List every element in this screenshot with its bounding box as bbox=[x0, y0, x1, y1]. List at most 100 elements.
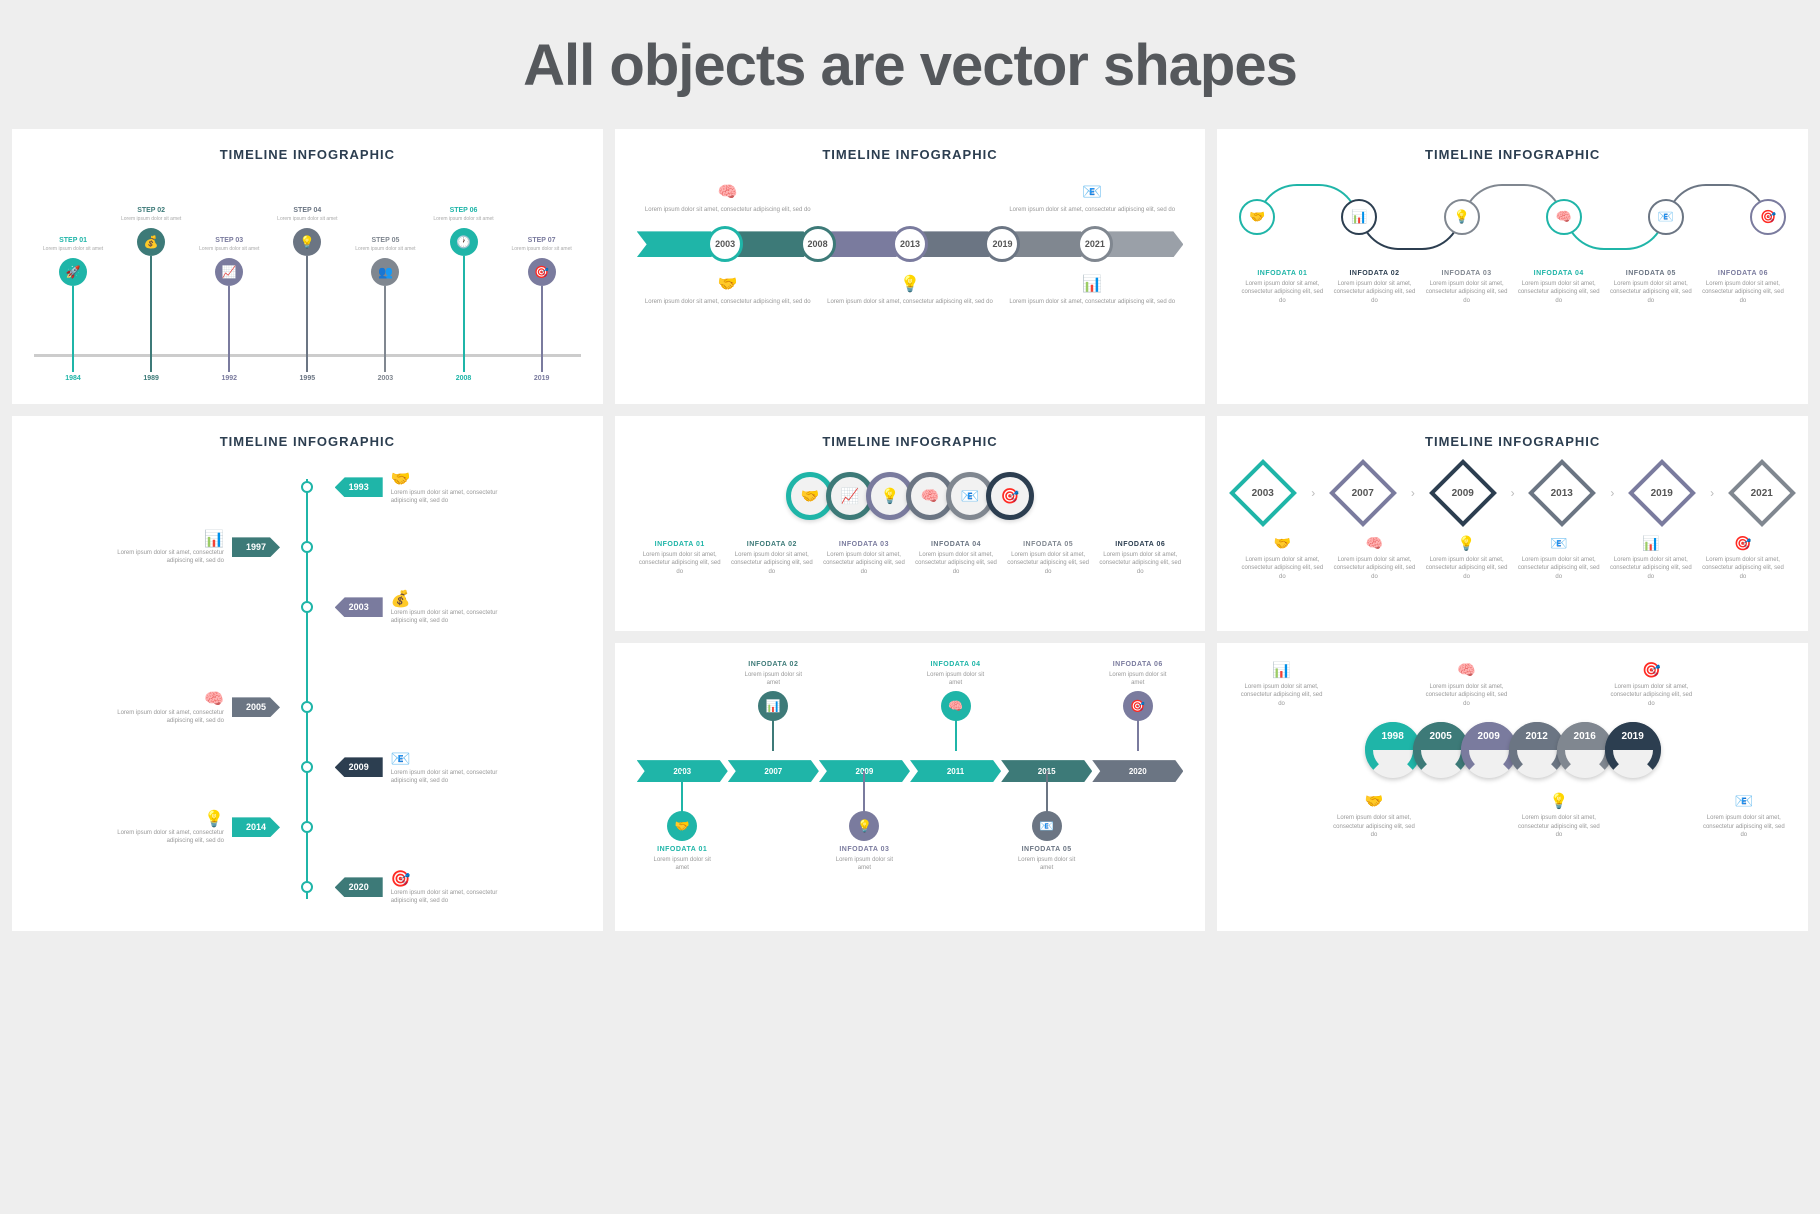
pin-icon: 💡 bbox=[293, 228, 321, 256]
info-text: Lorem ipsum dolor sit amet, consectetur … bbox=[1097, 551, 1183, 576]
info-label: INFODATA 02 bbox=[1331, 270, 1417, 277]
branch-desc: Lorem ipsum dolor sit amet bbox=[1108, 671, 1168, 688]
branch-desc: Lorem ipsum dolor sit amet bbox=[743, 671, 803, 688]
step-desc: Lorem ipsum dolor sit amet bbox=[433, 216, 493, 222]
branch-desc: Lorem ipsum dolor sit amet bbox=[1017, 856, 1077, 873]
step-desc: Lorem ipsum dolor sit amet bbox=[199, 246, 259, 252]
card-title: TIMELINE INFOGRAPHIC bbox=[1239, 147, 1786, 162]
diamond-year: 2003 bbox=[1252, 488, 1274, 499]
timeline-node bbox=[301, 701, 313, 713]
row-text: Lorem ipsum dolor sit amet, consectetur … bbox=[391, 609, 511, 626]
info-text: Lorem ipsum dolor sit amet, consectetur … bbox=[1700, 280, 1786, 305]
year-label: 1989 bbox=[143, 375, 159, 382]
pin-stem bbox=[306, 256, 308, 372]
pin-stem bbox=[384, 286, 386, 372]
card-grid: TIMELINE INFOGRAPHIC STEP 01 Lorem ipsum… bbox=[12, 129, 1808, 931]
row-text: Lorem ipsum dolor sit amet, consectetur … bbox=[391, 489, 511, 506]
bottom-info: 💡Lorem ipsum dolor sit amet, consectetur… bbox=[1517, 792, 1601, 839]
chevron-icon: › bbox=[1610, 486, 1614, 500]
vertical-row: 📊Lorem ipsum dolor sit amet, consectetur… bbox=[34, 529, 581, 566]
step-desc: Lorem ipsum dolor sit amet bbox=[121, 216, 181, 222]
branch-item: 📧 INFODATA 05 Lorem ipsum dolor sit amet bbox=[1001, 661, 1092, 881]
info-block: INFODATA 06Lorem ipsum dolor sit amet, c… bbox=[1700, 270, 1786, 305]
info-cell bbox=[819, 182, 1001, 214]
info-block: INFODATA 01 Lorem ipsum dolor sit amet, c… bbox=[1239, 270, 1325, 305]
step-label: STEP 01 bbox=[59, 237, 87, 244]
step-label: STEP 06 bbox=[450, 207, 478, 214]
info-text: Lorem ipsum dolor sit amet, consectetur … bbox=[1608, 556, 1694, 581]
bottom-info: 🤝Lorem ipsum dolor sit amet, consectetur… bbox=[1332, 792, 1416, 839]
pin-stem bbox=[150, 256, 152, 372]
branch-label: INFODATA 05 bbox=[1017, 846, 1077, 853]
bottom-info bbox=[1424, 792, 1508, 839]
timeline-node bbox=[301, 541, 313, 553]
branch-circle: 📊 bbox=[758, 691, 788, 721]
pin-stem bbox=[228, 286, 230, 372]
info-cell: 🧠Lorem ipsum dolor sit amet, consectetur… bbox=[637, 182, 819, 214]
info-text: Lorem ipsum dolor sit amet, consectetur … bbox=[1609, 683, 1693, 708]
row-text: Lorem ipsum dolor sit amet, consectetur … bbox=[104, 709, 224, 726]
info-text: Lorem ipsum dolor sit amet, consectetur … bbox=[1424, 683, 1508, 708]
year-tag: 1997 bbox=[232, 537, 280, 557]
info-block: INFODATA 05 Lorem ipsum dolor sit amet, c… bbox=[1608, 270, 1694, 305]
wave-circle: 💡 bbox=[1444, 199, 1480, 235]
diamond-year: 2009 bbox=[1452, 488, 1474, 499]
info-block: 🤝Lorem ipsum dolor sit amet, consectetur… bbox=[1239, 535, 1325, 581]
row-icon: 💡 bbox=[104, 809, 224, 829]
info-label: INFODATA 05 bbox=[1005, 541, 1091, 548]
ribbon-circle: 🎯 bbox=[986, 472, 1034, 520]
info-block: 💡Lorem ipsum dolor sit amet, consectetur… bbox=[1424, 535, 1510, 581]
diamond: 2007 bbox=[1329, 459, 1397, 527]
step-desc: Lorem ipsum dolor sit amet bbox=[43, 246, 103, 252]
info-icon: 💡 bbox=[1424, 535, 1510, 552]
info-text: Lorem ipsum dolor sit amet, consectetur … bbox=[1331, 280, 1417, 305]
card-5-ribbon: TIMELINE INFOGRAPHIC 🤝📈💡🧠📧🎯 INFODATA 01L… bbox=[615, 416, 1206, 631]
info-block: INFODATA 04Lorem ipsum dolor sit amet, c… bbox=[1516, 270, 1602, 305]
info-icon: 📊 bbox=[1239, 661, 1323, 679]
info-cell: 💡Lorem ipsum dolor sit amet, consectetur… bbox=[819, 274, 1001, 306]
info-cell: 📊 Lorem ipsum dolor sit amet, consectetur… bbox=[1001, 274, 1183, 306]
timeline-pin: STEP 02 Lorem ipsum dolor sit amet 💰 198… bbox=[112, 182, 190, 382]
branch-text: INFODATA 05 Lorem ipsum dolor sit amet bbox=[1017, 846, 1077, 873]
info-block: INFODATA 02Lorem ipsum dolor sit amet, c… bbox=[729, 541, 815, 576]
info-icon: 📊 bbox=[1005, 274, 1179, 294]
branch-text: INFODATA 02 Lorem ipsum dolor sit amet bbox=[743, 661, 803, 688]
branch-circle: 🧠 bbox=[941, 691, 971, 721]
info-label: INFODATA 05 bbox=[1608, 270, 1694, 277]
info-label: INFODATA 06 bbox=[1097, 541, 1183, 548]
card-title: TIMELINE INFOGRAPHIC bbox=[34, 147, 581, 162]
bottom-info bbox=[1239, 792, 1323, 839]
info-text: Lorem ipsum dolor sit amet, consectetur … bbox=[1005, 298, 1179, 306]
step-label: STEP 07 bbox=[528, 237, 556, 244]
pin-icon: 🎯 bbox=[528, 258, 556, 286]
timeline-pin: STEP 05 Lorem ipsum dolor sit amet 👥 200… bbox=[346, 182, 424, 382]
info-text: Lorem ipsum dolor sit amet, consectetur … bbox=[1424, 280, 1510, 305]
top-info: 🎯Lorem ipsum dolor sit amet, consectetur… bbox=[1609, 661, 1693, 708]
info-text: Lorem ipsum dolor sit amet, consectetur … bbox=[1702, 814, 1786, 839]
timeline-pin: STEP 03 Lorem ipsum dolor sit amet 📈 199… bbox=[190, 182, 268, 382]
info-label: INFODATA 03 bbox=[821, 541, 907, 548]
info-label: INFODATA 01 bbox=[1239, 270, 1325, 277]
diamond-year: 2007 bbox=[1352, 488, 1374, 499]
info-text: Lorem ipsum dolor sit amet, consectetur … bbox=[1608, 280, 1694, 305]
wave-circle: 🧠 bbox=[1546, 199, 1582, 235]
info-text: Lorem ipsum dolor sit amet, consectetur … bbox=[913, 551, 999, 576]
branch-label: INFODATA 01 bbox=[652, 846, 712, 853]
branch-circle: 🎯 bbox=[1123, 691, 1153, 721]
card-2-arrow-band: TIMELINE INFOGRAPHIC 🧠Lorem ipsum dolor … bbox=[615, 129, 1206, 404]
branch-circle: 📧 bbox=[1032, 811, 1062, 841]
card-1-pin-timeline: TIMELINE INFOGRAPHIC STEP 01 Lorem ipsum… bbox=[12, 129, 603, 404]
info-text: Lorem ipsum dolor sit amet, consectetur … bbox=[729, 551, 815, 576]
timeline-node bbox=[301, 601, 313, 613]
branch-item: 📊 INFODATA 02 Lorem ipsum dolor sit amet bbox=[728, 661, 819, 881]
year-label: 1984 bbox=[65, 375, 81, 382]
info-label: INFODATA 04 bbox=[913, 541, 999, 548]
diamond: 2021 bbox=[1728, 459, 1796, 527]
info-cell: 🤝Lorem ipsum dolor sit amet, consectetur… bbox=[637, 274, 819, 306]
info-text: Lorem ipsum dolor sit amet, consectetur … bbox=[1239, 280, 1325, 305]
info-block: 🧠Lorem ipsum dolor sit amet, consectetur… bbox=[1331, 535, 1417, 581]
timeline-pin: STEP 06 Lorem ipsum dolor sit amet 🕐 200… bbox=[424, 182, 502, 382]
info-block: INFODATA 06 Lorem ipsum dolor sit amet, c… bbox=[1097, 541, 1183, 576]
timeline-pin: STEP 04 Lorem ipsum dolor sit amet 💡 199… bbox=[268, 182, 346, 382]
card-title: TIMELINE INFOGRAPHIC bbox=[1239, 434, 1786, 449]
